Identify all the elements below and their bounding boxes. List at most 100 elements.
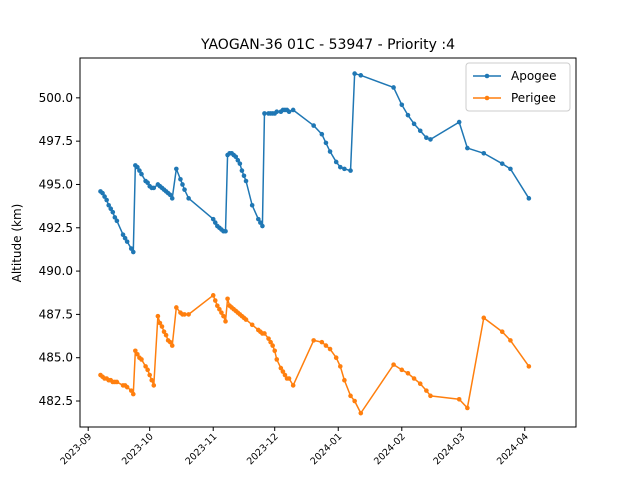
apogee-point <box>323 140 329 146</box>
apogee-point <box>235 157 241 163</box>
perigee-point <box>405 370 411 376</box>
y-axis-label: Altitude (km) <box>10 204 24 283</box>
perigee-point <box>135 351 140 357</box>
apogee-point <box>139 171 144 177</box>
apogee-point <box>428 137 433 142</box>
apogee-point <box>186 196 191 201</box>
perigee-point <box>139 357 144 362</box>
perigee-point <box>215 303 220 309</box>
perigee-point <box>210 293 216 298</box>
series-perigee <box>98 293 532 416</box>
perigee-point <box>163 332 169 338</box>
perigee-point <box>243 317 249 322</box>
apogee-point <box>286 109 292 115</box>
apogee-point <box>348 168 353 173</box>
perigee-point <box>337 364 343 369</box>
perigee-point <box>286 376 292 381</box>
perigee-point <box>159 324 165 329</box>
apogee-point <box>102 194 107 199</box>
y-tick-label: 495.0 <box>39 177 73 191</box>
apogee-point <box>178 176 183 182</box>
apogee-point <box>137 168 142 173</box>
apogee-point <box>258 220 263 225</box>
apogee-point <box>100 190 105 196</box>
perigee-point <box>411 376 417 381</box>
apogee-point <box>233 154 239 160</box>
legend-marker-apogee <box>484 73 490 79</box>
perigee-point <box>151 383 157 388</box>
apogee-point <box>465 145 470 151</box>
apogee-point <box>210 216 216 222</box>
perigee-point <box>249 322 255 328</box>
apogee-point <box>212 220 218 225</box>
perigee-point <box>342 377 347 383</box>
perigee-point <box>161 329 167 335</box>
perigee-point <box>456 396 462 402</box>
apogee-point <box>481 150 487 156</box>
apogee-point <box>405 112 411 118</box>
perigee-point <box>149 377 155 383</box>
legend: Apogee Perigee <box>465 62 571 112</box>
apogee-point <box>256 216 261 222</box>
perigee-point <box>290 383 296 388</box>
perigee-point <box>526 364 532 369</box>
perigee-point <box>266 336 271 341</box>
apogee-point <box>145 180 150 186</box>
perigee-point <box>499 329 505 335</box>
perigee-point <box>219 310 224 315</box>
apogee-point <box>417 128 423 134</box>
perigee-point <box>348 393 353 399</box>
apogee-point <box>223 228 228 234</box>
y-tick-label: 500.0 <box>39 91 73 105</box>
perigee-point <box>124 384 130 390</box>
legend-marker-perigee <box>484 95 490 101</box>
apogee-point <box>151 185 157 191</box>
perigee-point <box>225 296 230 302</box>
apogee-point <box>333 159 339 165</box>
perigee-point <box>417 381 423 386</box>
apogee-point <box>342 166 347 172</box>
perigee-point <box>217 306 222 312</box>
series-layer <box>98 71 532 416</box>
perigee-point <box>323 343 329 348</box>
perigee-point <box>508 338 513 343</box>
apogee-point <box>110 209 116 215</box>
perigee-point <box>130 391 136 397</box>
apogee-point <box>104 197 109 203</box>
perigee-point <box>319 339 325 345</box>
apogee-point <box>352 71 357 76</box>
apogee-point <box>237 161 243 166</box>
apogee-point <box>262 111 267 116</box>
perigee-point <box>262 331 267 336</box>
perigee-point <box>270 343 275 348</box>
apogee-point <box>182 187 187 192</box>
apogee-point <box>391 85 396 90</box>
apogee-point <box>114 218 120 224</box>
perigee-point <box>399 367 405 373</box>
perigee-point <box>212 298 218 303</box>
perigee-point <box>272 348 278 354</box>
series-apogee <box>98 71 532 255</box>
perigee-point <box>143 364 148 369</box>
perigee-point <box>157 320 163 326</box>
apogee-point <box>411 121 417 127</box>
apogee-point <box>169 196 175 201</box>
y-tick-label: 490.0 <box>39 264 73 278</box>
apogee-point <box>319 131 325 137</box>
perigee-point <box>221 313 226 319</box>
apogee-point <box>122 235 128 241</box>
perigee-point <box>147 372 152 378</box>
legend-label-perigee: Perigee <box>511 91 556 105</box>
perigee-point <box>333 355 339 361</box>
perigee-point <box>133 348 138 354</box>
apogee-point <box>260 223 265 229</box>
apogee-point <box>274 109 280 115</box>
apogee-point <box>337 164 343 170</box>
perigee-point <box>391 362 396 367</box>
perigee-point <box>358 410 364 416</box>
perigee-point <box>186 312 191 317</box>
legend-label-apogee: Apogee <box>511 69 557 83</box>
perigee-point <box>223 319 228 324</box>
apogee-point <box>249 202 255 208</box>
